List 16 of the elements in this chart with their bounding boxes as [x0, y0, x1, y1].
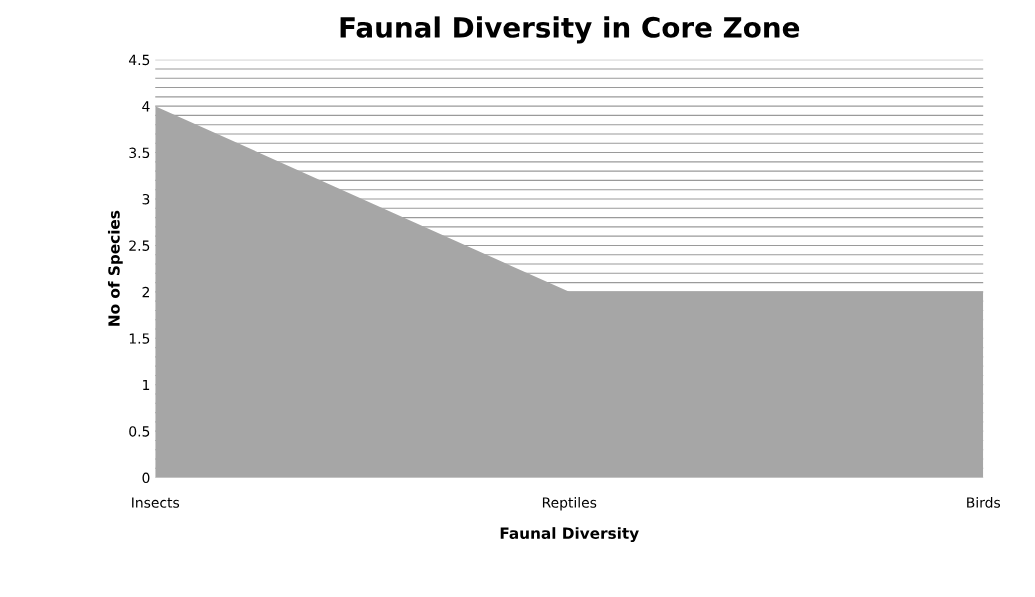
x-tick-label: Insects [132, 497, 180, 508]
chart-title: Faunal Diversity in Core Zone [340, 16, 800, 44]
x-tick-label: Reptiles [542, 497, 597, 511]
y-tick-label: 0 [142, 472, 150, 484]
x-tick-label: Birds [967, 497, 1001, 508]
x-axis-title: Faunal Diversity [500, 527, 639, 543]
y-tick-label: 3 [142, 193, 150, 205]
y-tick-label: 3.5 [129, 147, 150, 159]
y-tick-label: 1.5 [129, 333, 150, 344]
y-tick-label: 4.5 [128, 54, 150, 66]
y-tick-label: 1 [143, 379, 150, 391]
y-axis-title: No of Species [107, 210, 123, 326]
y-tick-label: 4 [142, 101, 150, 112]
y-tick-label: 2.5 [129, 240, 150, 251]
y-tick-label: 0.5 [129, 426, 150, 437]
y-tick-label: 2 [142, 286, 149, 298]
